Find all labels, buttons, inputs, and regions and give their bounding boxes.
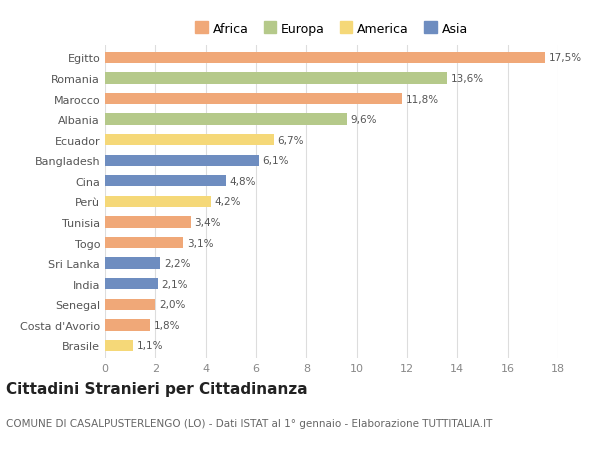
Text: 11,8%: 11,8% bbox=[406, 94, 439, 104]
Bar bbox=[105, 319, 151, 331]
Text: 9,6%: 9,6% bbox=[350, 115, 377, 125]
Text: 6,7%: 6,7% bbox=[277, 135, 304, 146]
Text: COMUNE DI CASALPUSTERLENGO (LO) - Dati ISTAT al 1° gennaio - Elaborazione TUTTIT: COMUNE DI CASALPUSTERLENGO (LO) - Dati I… bbox=[6, 418, 493, 428]
Bar bbox=[105, 114, 347, 125]
Text: 2,1%: 2,1% bbox=[161, 279, 188, 289]
Bar bbox=[105, 237, 183, 249]
Legend: Africa, Europa, America, Asia: Africa, Europa, America, Asia bbox=[193, 21, 470, 39]
Bar bbox=[105, 176, 226, 187]
Text: 17,5%: 17,5% bbox=[549, 53, 583, 63]
Text: 1,1%: 1,1% bbox=[136, 341, 163, 351]
Text: 3,1%: 3,1% bbox=[187, 238, 213, 248]
Text: 2,0%: 2,0% bbox=[159, 300, 185, 310]
Text: 3,4%: 3,4% bbox=[194, 218, 221, 228]
Bar bbox=[105, 340, 133, 351]
Bar bbox=[105, 155, 259, 167]
Bar bbox=[105, 258, 160, 269]
Bar bbox=[105, 217, 191, 228]
Text: 4,8%: 4,8% bbox=[230, 176, 256, 186]
Text: 13,6%: 13,6% bbox=[451, 74, 484, 84]
Bar bbox=[105, 134, 274, 146]
Text: 2,2%: 2,2% bbox=[164, 258, 191, 269]
Bar bbox=[105, 94, 402, 105]
Bar bbox=[105, 53, 545, 64]
Text: 4,2%: 4,2% bbox=[214, 197, 241, 207]
Bar bbox=[105, 299, 155, 310]
Text: Cittadini Stranieri per Cittadinanza: Cittadini Stranieri per Cittadinanza bbox=[6, 381, 308, 396]
Bar bbox=[105, 73, 447, 84]
Text: 6,1%: 6,1% bbox=[262, 156, 289, 166]
Bar bbox=[105, 279, 158, 290]
Bar bbox=[105, 196, 211, 207]
Text: 1,8%: 1,8% bbox=[154, 320, 181, 330]
